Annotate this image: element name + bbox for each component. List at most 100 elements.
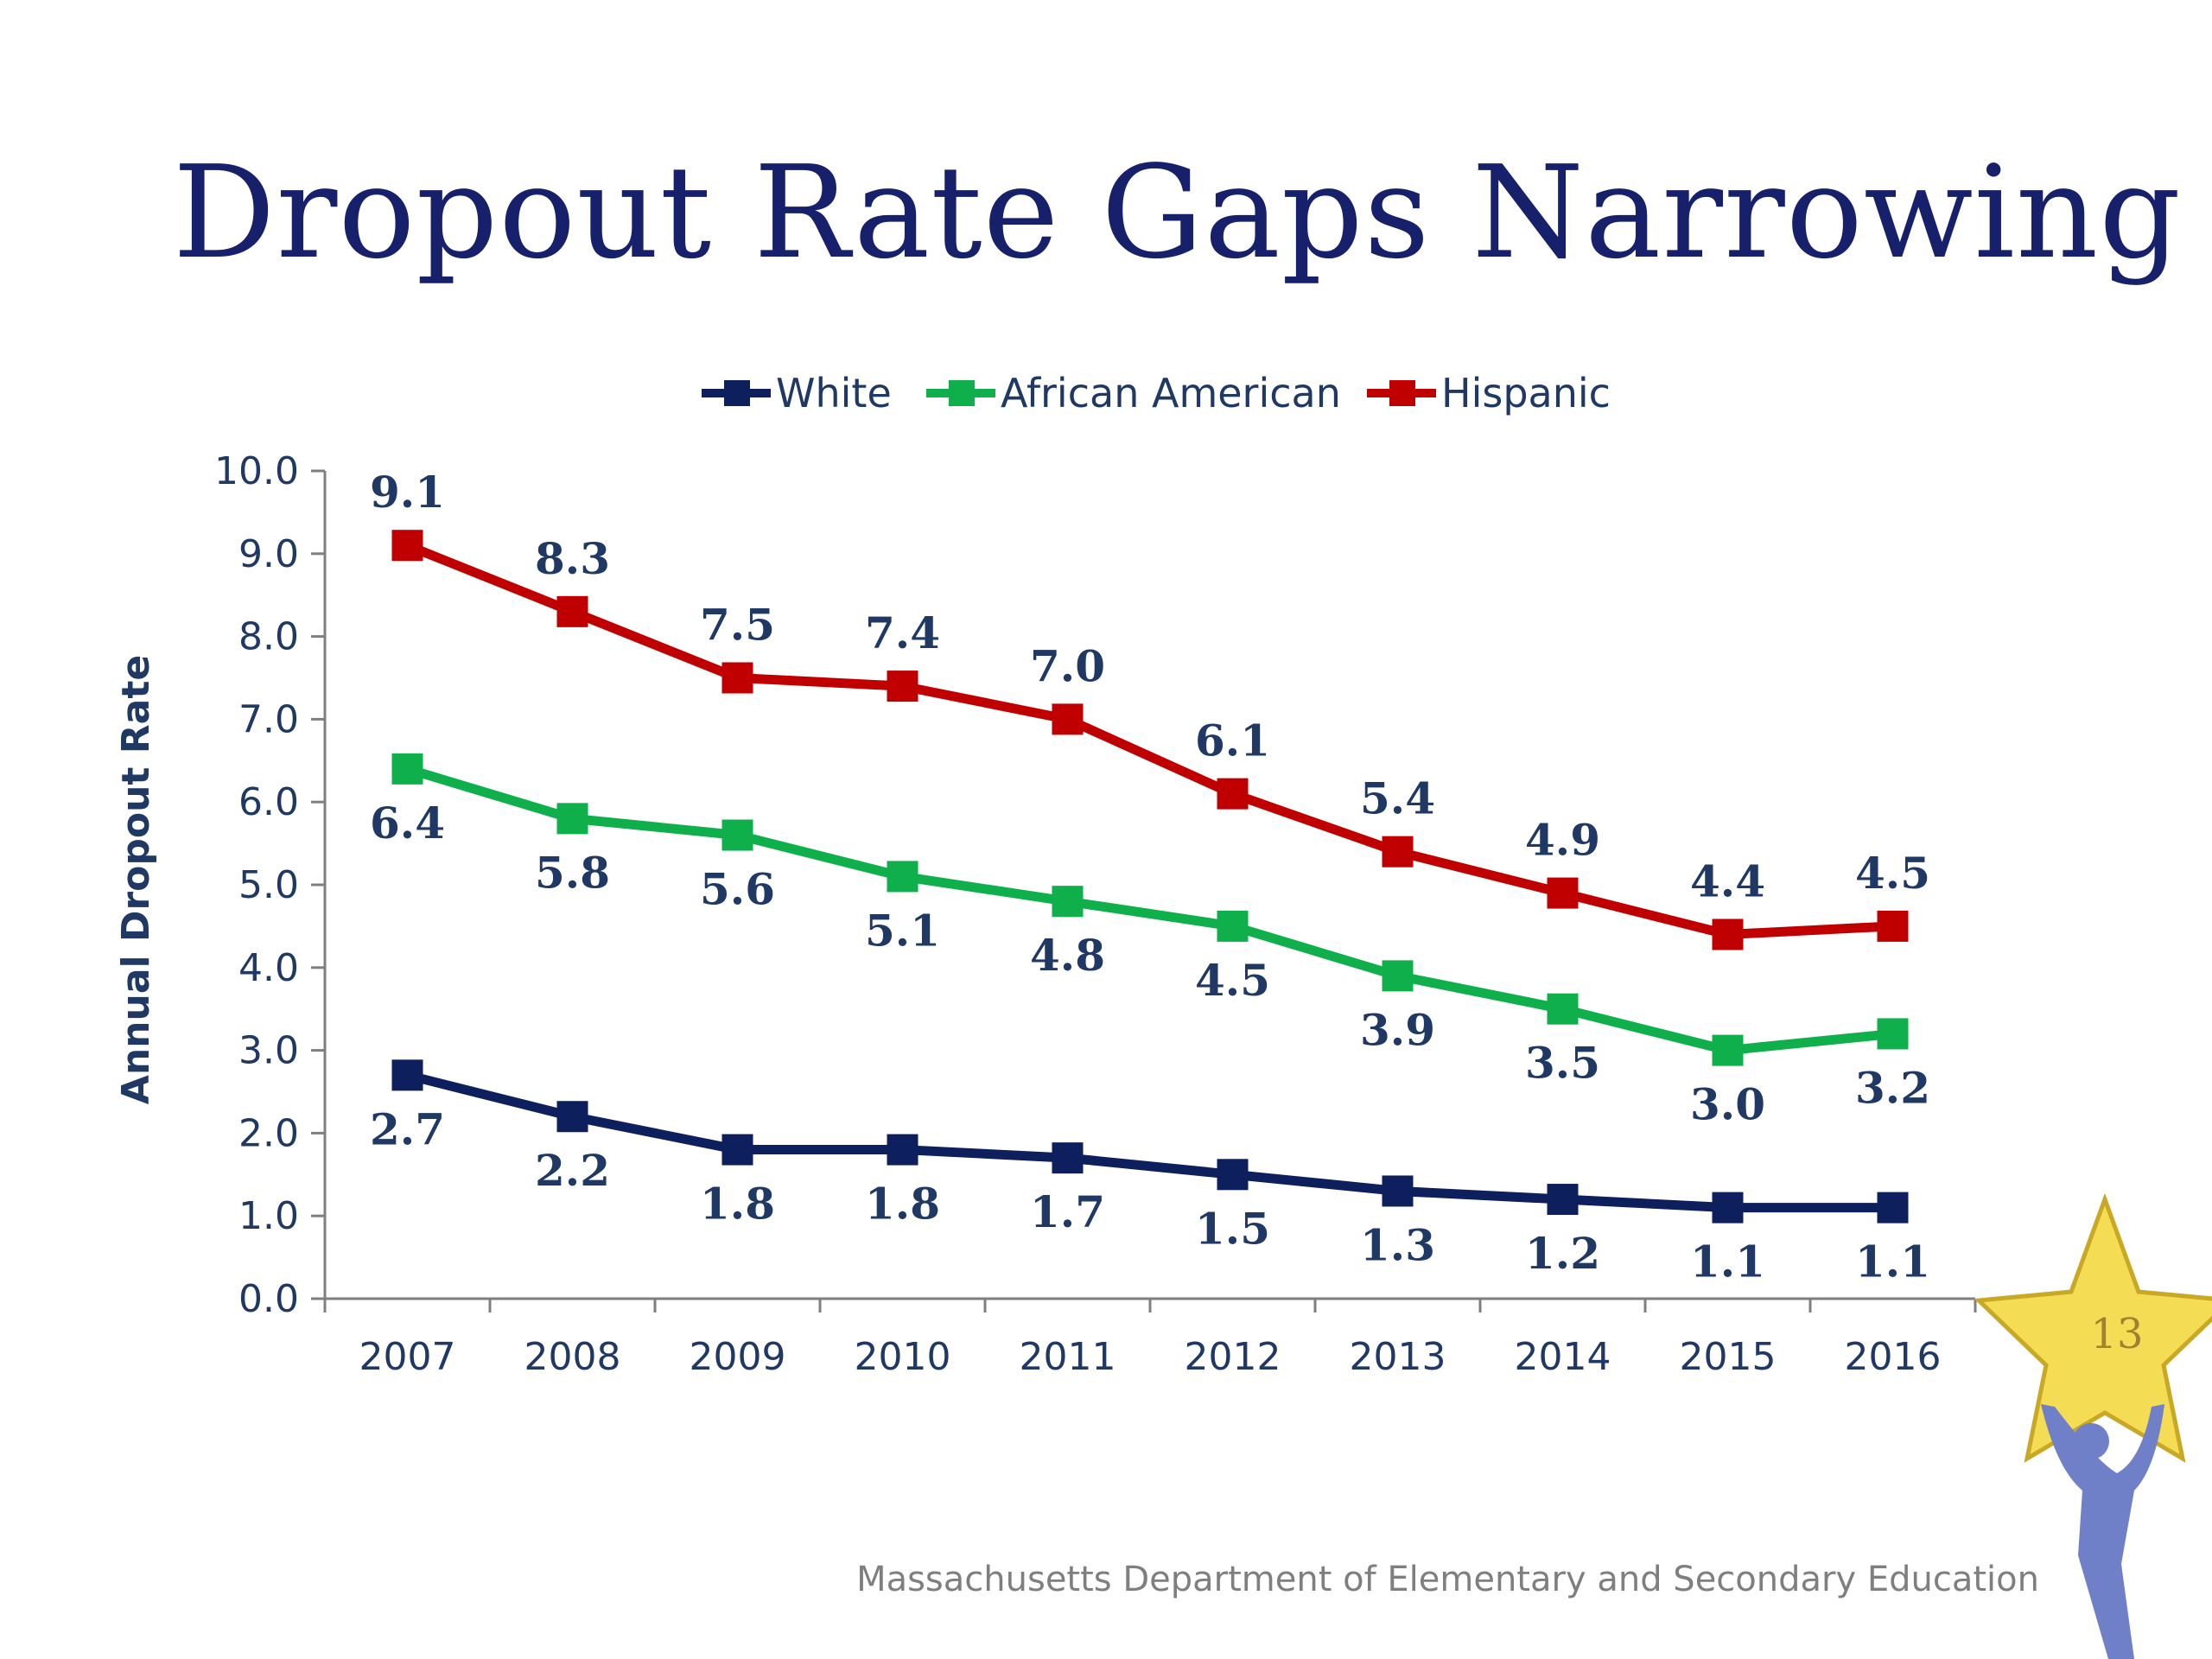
data-point-african-american bbox=[721, 819, 753, 851]
y-tick-label: 6.0 bbox=[238, 780, 299, 824]
x-tick-label: 2008 bbox=[524, 1335, 621, 1379]
data-point-african-american bbox=[1877, 1018, 1909, 1050]
data-point-hispanic bbox=[1052, 703, 1084, 735]
data-label-hispanic: 7.5 bbox=[700, 600, 775, 651]
x-tick-label: 2010 bbox=[855, 1335, 951, 1379]
star-icon bbox=[1974, 1192, 2212, 1464]
data-label-hispanic: 6.1 bbox=[1195, 715, 1270, 766]
data-label-hispanic: 4.5 bbox=[1855, 848, 1930, 899]
data-label-hispanic: 5.4 bbox=[1360, 773, 1435, 824]
person-figure-icon bbox=[2041, 1404, 2164, 1659]
data-label-white: 2.2 bbox=[535, 1145, 610, 1196]
y-tick-label: 5.0 bbox=[238, 863, 299, 907]
y-tick-label: 4.0 bbox=[238, 946, 299, 990]
data-point-african-american bbox=[1712, 1034, 1744, 1066]
data-label-african-american: 4.5 bbox=[1195, 955, 1270, 1006]
data-point-hispanic bbox=[391, 530, 423, 562]
data-label-african-american: 5.1 bbox=[865, 905, 940, 956]
footer-organization: Massachusetts Department of Elementary a… bbox=[856, 1560, 2039, 1599]
slide-title: Dropout Rate Gaps Narrowing bbox=[173, 138, 2182, 287]
data-point-white bbox=[1877, 1192, 1909, 1224]
data-label-white: 1.5 bbox=[1195, 1203, 1270, 1254]
data-point-hispanic bbox=[887, 671, 918, 702]
data-label-hispanic: 7.0 bbox=[1030, 640, 1105, 691]
data-label-white: 1.2 bbox=[1525, 1228, 1600, 1279]
data-label-white: 1.8 bbox=[700, 1179, 775, 1230]
legend-marker-white bbox=[724, 380, 750, 406]
x-tick-label: 2007 bbox=[359, 1335, 456, 1379]
data-labels-layer: 2.7 2.2 1.8 1.8 1.7 1.5 1.3 1.2 1.1 1.1 6.4 5.8 5.6 5… bbox=[370, 467, 1930, 1287]
data-point-hispanic bbox=[1217, 778, 1249, 810]
data-label-hispanic: 4.4 bbox=[1690, 855, 1765, 906]
chart-legend: White African American Hispanic bbox=[702, 370, 1611, 416]
legend-label-african-american: African American bbox=[1001, 370, 1341, 416]
data-label-white: 1.1 bbox=[1690, 1236, 1765, 1287]
data-label-african-american: 3.2 bbox=[1855, 1062, 1930, 1113]
x-axis: 2007 2008 2009 2010 2011 2012 2013 2014 2015 2016 bbox=[323, 1297, 1977, 1379]
series-line-african-american bbox=[405, 764, 1894, 1056]
x-tick-label: 2011 bbox=[1020, 1335, 1116, 1379]
data-label-african-american: 3.0 bbox=[1690, 1079, 1765, 1130]
y-tick-label: 8.0 bbox=[238, 615, 299, 659]
x-tick-label: 2009 bbox=[690, 1335, 786, 1379]
data-point-hispanic bbox=[556, 595, 588, 627]
y-tick-label: 9.0 bbox=[238, 532, 299, 576]
data-point-white bbox=[1217, 1159, 1249, 1191]
data-label-white: 1.7 bbox=[1030, 1186, 1105, 1237]
y-axis-label: Annual Dropout Rate bbox=[114, 655, 158, 1104]
series-layer bbox=[391, 530, 1909, 1224]
data-label-hispanic: 9.1 bbox=[370, 467, 445, 518]
data-label-african-american: 3.9 bbox=[1360, 1004, 1435, 1055]
data-label-african-american: 5.6 bbox=[700, 864, 775, 915]
x-tick-label: 2016 bbox=[1845, 1335, 1942, 1379]
data-label-african-american: 3.5 bbox=[1525, 1038, 1600, 1089]
data-point-white bbox=[1052, 1142, 1084, 1174]
x-tick-label: 2014 bbox=[1515, 1335, 1611, 1379]
person-head-icon bbox=[2073, 1423, 2109, 1459]
data-label-hispanic: 7.4 bbox=[865, 607, 940, 658]
y-tick-label: 0.0 bbox=[238, 1277, 299, 1321]
data-label-white: 1.1 bbox=[1855, 1236, 1930, 1287]
legend-marker-african-american bbox=[949, 380, 975, 406]
data-point-african-american bbox=[1217, 910, 1249, 942]
data-point-hispanic bbox=[721, 662, 753, 694]
data-point-hispanic bbox=[1877, 910, 1909, 942]
legend-label-white: White bbox=[776, 370, 892, 416]
data-label-african-american: 6.4 bbox=[370, 798, 445, 849]
data-point-white bbox=[721, 1134, 753, 1166]
data-label-african-american: 4.8 bbox=[1030, 930, 1105, 981]
series-hispanic bbox=[391, 530, 1909, 950]
series-african-american bbox=[391, 753, 1909, 1066]
data-point-white bbox=[1547, 1184, 1579, 1216]
y-tick-label: 1.0 bbox=[238, 1194, 299, 1238]
data-point-african-american bbox=[1052, 886, 1084, 918]
data-label-white: 1.8 bbox=[865, 1179, 940, 1230]
legend-item-hispanic: Hispanic bbox=[1367, 370, 1611, 416]
data-label-white: 2.7 bbox=[370, 1103, 445, 1154]
data-point-african-american bbox=[1547, 993, 1579, 1025]
y-tick-label: 7.0 bbox=[238, 697, 299, 741]
data-label-white: 1.3 bbox=[1360, 1219, 1435, 1270]
y-tick-label: 3.0 bbox=[238, 1029, 299, 1073]
data-point-white bbox=[1712, 1192, 1744, 1224]
data-point-white bbox=[391, 1059, 423, 1091]
data-point-hispanic bbox=[1547, 877, 1579, 909]
series-line-hispanic bbox=[405, 541, 1893, 939]
series-line-white bbox=[406, 1071, 1893, 1213]
page-number: 13 bbox=[2090, 1310, 2143, 1358]
data-point-hispanic bbox=[1712, 918, 1744, 950]
data-point-white bbox=[887, 1134, 918, 1166]
data-point-white bbox=[1382, 1175, 1414, 1207]
data-point-white bbox=[556, 1101, 588, 1133]
data-point-african-american bbox=[556, 803, 588, 835]
y-axis: 0.0 1.0 2.0 3.0 4.0 5.0 6.0 7.0 8.0 9.0 10.0 bbox=[214, 449, 327, 1321]
data-point-african-american bbox=[1382, 960, 1414, 992]
x-tick-label: 2013 bbox=[1350, 1335, 1446, 1379]
star-mascot-logo: 13 bbox=[1974, 1192, 2212, 1659]
legend-item-african-american: African American bbox=[926, 370, 1341, 416]
series-white bbox=[391, 1059, 1909, 1224]
legend-label-hispanic: Hispanic bbox=[1441, 370, 1611, 416]
data-point-african-american bbox=[391, 753, 423, 785]
